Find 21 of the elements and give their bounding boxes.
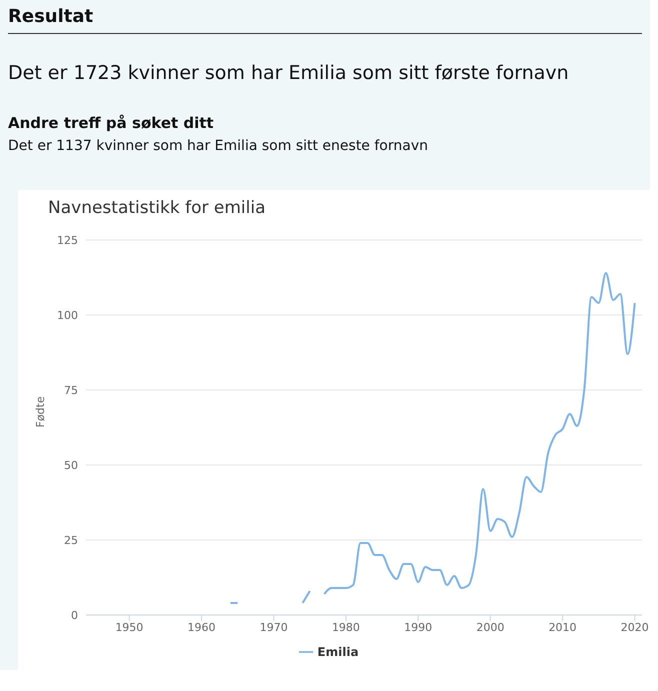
x-tick-label: 2020: [620, 620, 649, 634]
y-tick-label: 25: [64, 534, 78, 547]
y-tick-label: 100: [57, 308, 78, 322]
text: Andre treff på søket ditt: [8, 114, 215, 132]
y-tick-label: 75: [64, 384, 78, 397]
x-tick-label: 1970: [260, 620, 288, 634]
y-tick-label: 50: [64, 458, 78, 472]
chart-title: Navnestatistikk for emilia: [48, 198, 266, 218]
x-tick-label: 2000: [476, 620, 504, 634]
text: Resultat: [8, 6, 642, 34]
x-tick-label: 2010: [548, 620, 577, 634]
text: Det er 1137 kvinner som har Emilia som sitt eneste fornavn: [8, 138, 429, 154]
x-tick-label: 1950: [115, 620, 144, 634]
x-tick-label: 1990: [404, 620, 432, 634]
y-tick-label: 125: [57, 234, 78, 247]
x-tick-label: 1960: [188, 620, 216, 634]
legend-label: Emilia: [317, 645, 359, 659]
x-tick-label: 1980: [332, 620, 360, 634]
y-axis-title: Fødte: [34, 396, 47, 428]
y-tick-label: 0: [71, 608, 78, 622]
text: Det er 1723 kvinner som har Emilia som sitt første fornavn: [8, 62, 570, 84]
